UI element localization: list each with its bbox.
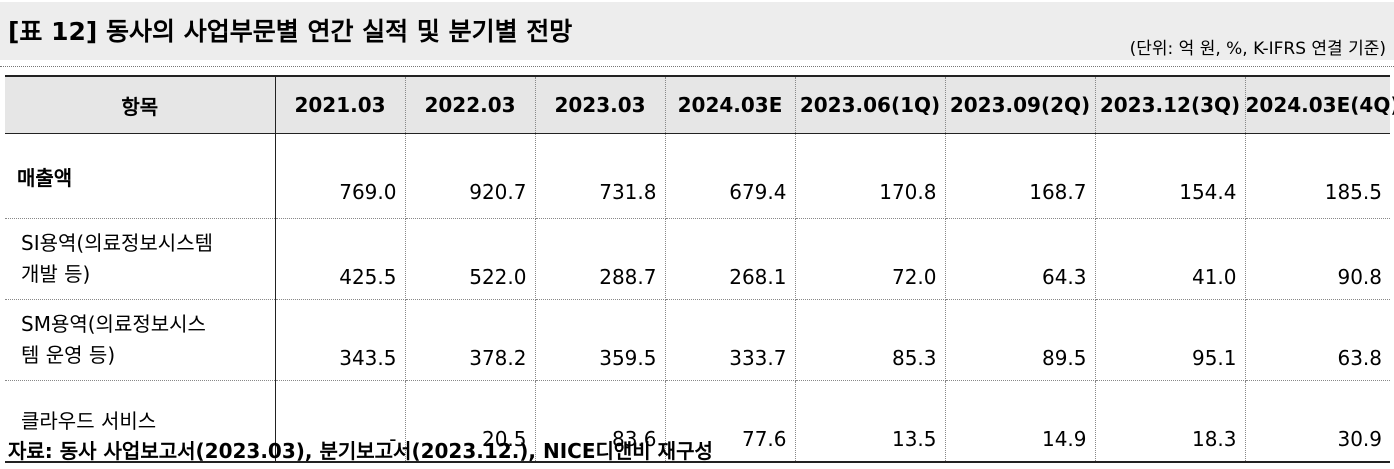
table-cell: 425.5: [275, 218, 406, 300]
column-header: 2022.03: [405, 75, 536, 134]
table-cell: 268.1: [665, 218, 796, 300]
table-cell: 77.6: [665, 380, 796, 463]
table-cell: 288.7: [535, 218, 666, 300]
table-cell: 731.8: [535, 133, 666, 219]
table-cell: 72.0: [795, 218, 946, 300]
table-cell: 378.2: [405, 299, 536, 381]
row-label: 매출액: [5, 133, 276, 219]
table-header-row: 항목 2021.03 2022.03 2023.03 2024.03E 2023…: [5, 75, 1394, 134]
table-cell: 95.1: [1095, 299, 1246, 381]
table-cell: 64.3: [945, 218, 1096, 300]
table-row-cloud: 클라우드 서비스 - 20.5 83.6 77.6 13.5 14.9 18.3…: [5, 380, 1390, 463]
unit-note: (단위: 억 원, %, K-IFRS 연결 기준): [1129, 39, 1386, 59]
table-row-revenue: 매출액 769.0 920.7 731.8 679.4 170.8 168.7 …: [5, 133, 1390, 219]
table-cell: 154.4: [1095, 133, 1246, 219]
row-label: SI용역(의료정보시스템 개발 등): [5, 218, 276, 300]
row-label-line: 개발 등): [21, 262, 91, 286]
row-label-line: SI용역(의료정보시스템: [21, 231, 213, 255]
table-cell: 14.9: [945, 380, 1096, 463]
table-cell: 333.7: [665, 299, 796, 381]
column-header: 2023.03: [535, 75, 666, 134]
table-cell: 679.4: [665, 133, 796, 219]
table-row-sm: SM용역(의료정보시스 템 운영 등) 343.5 378.2 359.5 33…: [5, 299, 1390, 381]
table-row-si: SI용역(의료정보시스템 개발 등) 425.5 522.0 288.7 268…: [5, 218, 1390, 300]
table-cell: 90.8: [1245, 218, 1390, 300]
table-cell: 89.5: [945, 299, 1096, 381]
column-header: 2023.06(1Q): [795, 75, 946, 134]
table-cell: 20.5: [405, 380, 536, 463]
column-header: 2024.03E: [665, 75, 796, 134]
column-header: 2024.03E(4Q): [1245, 75, 1394, 134]
title-row: [표 12] 동사의 사업부문별 연간 실적 및 분기별 전망 (단위: 억 원…: [0, 0, 1394, 66]
row-label-line: 템 운영 등): [21, 343, 116, 367]
table-cell: -: [275, 380, 406, 463]
row-label-line: SM용역(의료정보시스: [21, 312, 206, 336]
page-title: [표 12] 동사의 사업부문별 연간 실적 및 분기별 전망: [8, 17, 573, 46]
performance-table: 항목 2021.03 2022.03 2023.03 2024.03E 2023…: [5, 75, 1394, 463]
table-cell: 63.8: [1245, 299, 1390, 381]
table-cell: 168.7: [945, 133, 1096, 219]
table-cell: 41.0: [1095, 218, 1246, 300]
table-cell: 343.5: [275, 299, 406, 381]
table-cell: 185.5: [1245, 133, 1390, 219]
table-cell: 522.0: [405, 218, 536, 300]
table-cell: 13.5: [795, 380, 946, 463]
title-divider: [0, 66, 1394, 67]
table-cell: 30.9: [1245, 380, 1390, 463]
table-cell: 18.3: [1095, 380, 1246, 463]
table-cell: 359.5: [535, 299, 666, 381]
title-band: [0, 2, 1394, 60]
column-header: 2023.12(3Q): [1095, 75, 1246, 134]
column-header: 항목: [5, 75, 276, 134]
table-cell: 170.8: [795, 133, 946, 219]
row-label: SM용역(의료정보시스 템 운영 등): [5, 299, 276, 381]
table-cell: 83.6: [535, 380, 666, 463]
table-cell: 85.3: [795, 299, 946, 381]
column-header: 2021.03: [275, 75, 406, 134]
table-cell: 769.0: [275, 133, 406, 219]
row-label: 클라우드 서비스: [5, 380, 276, 463]
column-header: 2023.09(2Q): [945, 75, 1096, 134]
table-cell: 920.7: [405, 133, 536, 219]
source-note: 자료: 동사 사업보고서(2023.03), 분기보고서(2023.12.), …: [8, 439, 713, 463]
